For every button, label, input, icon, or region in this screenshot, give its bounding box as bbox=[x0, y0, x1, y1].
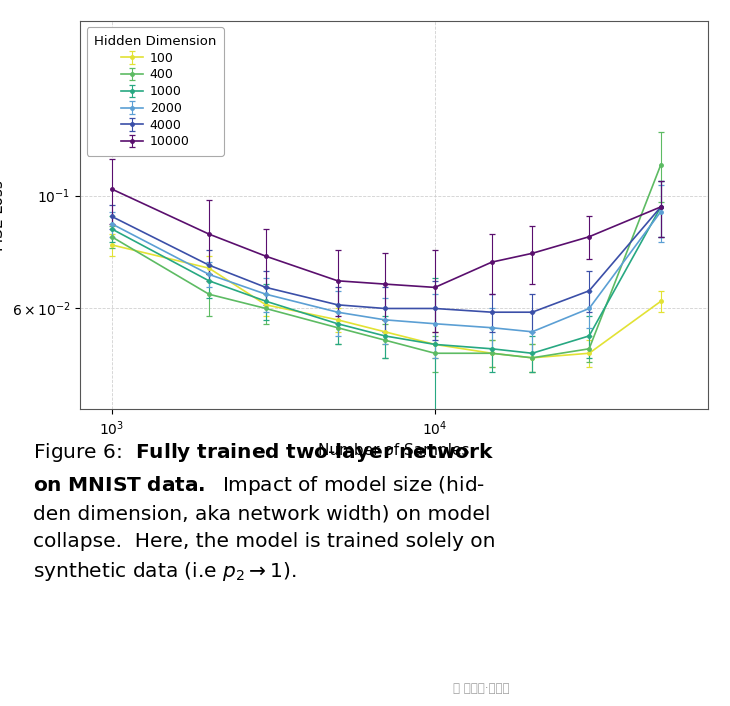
Text: Figure 6:  $\mathbf{Fully\ trained\ two\text{-}layer\ network}$
$\mathbf{on\ MNI: Figure 6: $\mathbf{Fully\ trained\ two\t… bbox=[33, 441, 496, 583]
Y-axis label: MSE Loss: MSE Loss bbox=[0, 180, 6, 251]
X-axis label: Number of Samples: Number of Samples bbox=[318, 443, 470, 458]
Text: 🔥 公众号·新智元: 🔥 公众号·新智元 bbox=[453, 683, 509, 695]
Legend: 100, 400, 1000, 2000, 4000, 10000: 100, 400, 1000, 2000, 4000, 10000 bbox=[87, 28, 224, 156]
